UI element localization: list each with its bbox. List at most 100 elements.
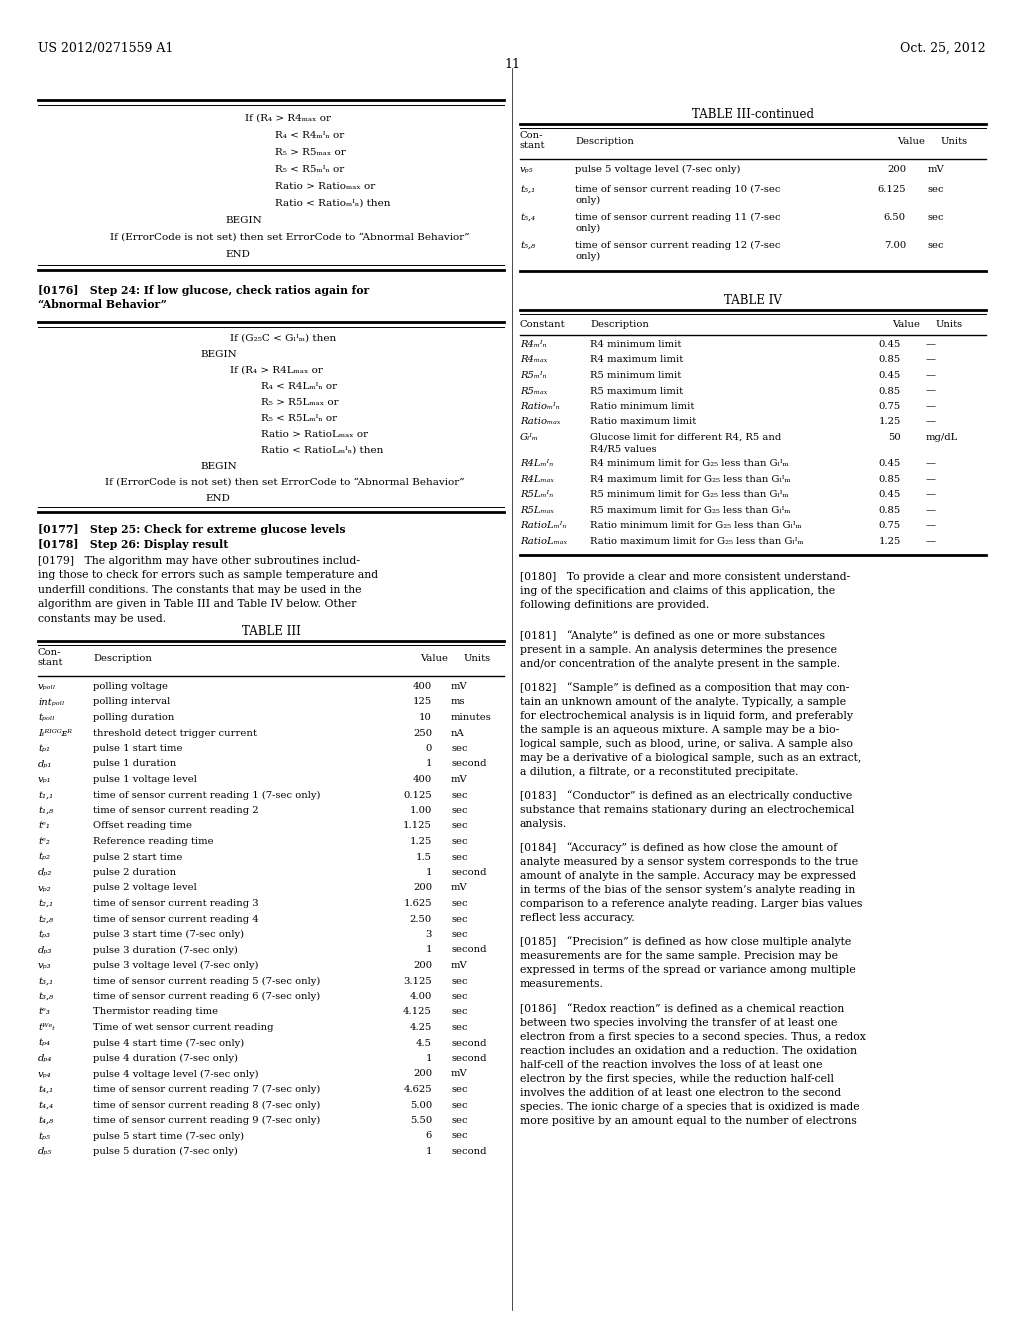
Text: tᵉ₁: tᵉ₁ [38, 821, 50, 830]
Text: R₅ < R5Lₘᴵₙ or: R₅ < R5Lₘᴵₙ or [248, 414, 337, 422]
Text: Ratio minimum limit for G₂₅ less than Gₗᴵₘ: Ratio minimum limit for G₂₅ less than Gₗ… [590, 521, 802, 531]
Text: t₄,₄: t₄,₄ [38, 1101, 53, 1110]
Text: —: — [926, 387, 936, 396]
Text: polling duration: polling duration [93, 713, 174, 722]
Text: Oct. 25, 2012: Oct. 25, 2012 [900, 42, 986, 55]
Text: 2.50: 2.50 [410, 915, 432, 924]
Text: time of sensor current reading 8 (7-sec only): time of sensor current reading 8 (7-sec … [93, 1101, 321, 1110]
Text: BEGIN: BEGIN [200, 462, 237, 471]
Text: 0.85: 0.85 [879, 355, 901, 364]
Text: [0178]   Step 26: Display result: [0178] Step 26: Display result [38, 539, 228, 550]
Text: Value: Value [892, 319, 920, 329]
Text: second: second [451, 1053, 486, 1063]
Text: 0.45: 0.45 [879, 490, 901, 499]
Text: END: END [225, 249, 250, 259]
Text: polling voltage: polling voltage [93, 682, 168, 690]
Text: pulse 1 duration: pulse 1 duration [93, 759, 176, 768]
Text: If (R₄ > R4Lₘₐₓ or: If (R₄ > R4Lₘₐₓ or [230, 366, 323, 375]
Text: Description: Description [93, 653, 152, 663]
Text: —: — [926, 355, 936, 364]
Text: tᵂᵉₜ: tᵂᵉₜ [38, 1023, 55, 1032]
Text: tₚ₂: tₚ₂ [38, 853, 50, 862]
Text: TABLE IV: TABLE IV [724, 294, 782, 308]
Text: t₁,₈: t₁,₈ [38, 807, 53, 814]
Text: second: second [451, 1039, 486, 1048]
Text: mV: mV [451, 961, 468, 970]
Text: 6.50: 6.50 [884, 213, 906, 222]
Text: pulse 3 start time (7-sec only): pulse 3 start time (7-sec only) [93, 931, 244, 939]
Text: intₚₒₗₗ: intₚₒₗₗ [38, 697, 65, 706]
Text: 7.00: 7.00 [884, 242, 906, 249]
Text: 250: 250 [413, 729, 432, 738]
Text: threshold detect trigger current: threshold detect trigger current [93, 729, 257, 738]
Text: Ratioₘᴵₙ: Ratioₘᴵₙ [520, 403, 560, 411]
Text: dₚ₂: dₚ₂ [38, 869, 52, 876]
Text: Value: Value [420, 653, 449, 663]
Text: [0179]   The algorithm may have other subroutines includ-
ing those to check for: [0179] The algorithm may have other subr… [38, 556, 378, 623]
Text: Constant: Constant [520, 319, 565, 329]
Text: mV: mV [928, 165, 945, 174]
Text: R₄ < R4ₘᴵₙ or: R₄ < R4ₘᴵₙ or [262, 131, 344, 140]
Text: sec: sec [451, 1115, 468, 1125]
Text: sec: sec [451, 993, 468, 1001]
Text: vₚₒₗₗ: vₚₒₗₗ [38, 682, 56, 690]
Text: 0.75: 0.75 [879, 521, 901, 531]
Text: sec: sec [451, 821, 468, 830]
Text: t₄,₁: t₄,₁ [38, 1085, 53, 1094]
Text: [0176]   Step 24: If low glucose, check ratios again for: [0176] Step 24: If low glucose, check ra… [38, 285, 370, 296]
Text: sec: sec [451, 931, 468, 939]
Text: 3.125: 3.125 [403, 977, 432, 986]
Text: second: second [451, 945, 486, 954]
Text: minutes: minutes [451, 713, 492, 722]
Text: If (R₄ > R4ₘₐₓ or: If (R₄ > R4ₘₐₓ or [245, 114, 331, 123]
Text: sec: sec [451, 853, 468, 862]
Text: dₚ₃: dₚ₃ [38, 945, 52, 954]
Text: R₅ > R5Lₘₐₓ or: R₅ > R5Lₘₐₓ or [248, 399, 339, 407]
Text: time of sensor current reading 3: time of sensor current reading 3 [93, 899, 259, 908]
Text: —: — [926, 341, 936, 348]
Text: [0186]   “Redox reaction” is defined as a chemical reaction
between two species : [0186] “Redox reaction” is defined as a … [520, 1003, 866, 1126]
Text: 200: 200 [413, 1069, 432, 1078]
Text: [0182]   “Sample” is defined as a composition that may con-
tain an unknown amou: [0182] “Sample” is defined as a composit… [520, 682, 861, 777]
Text: mV: mV [451, 682, 468, 690]
Text: pulse 4 voltage level (7-sec only): pulse 4 voltage level (7-sec only) [93, 1069, 259, 1078]
Text: R4 maximum limit: R4 maximum limit [590, 355, 683, 364]
Text: 400: 400 [413, 682, 432, 690]
Text: BEGIN: BEGIN [225, 216, 262, 224]
Text: If (ErrorCode is not set) then set ErrorCode to “Abnormal Behavior”: If (ErrorCode is not set) then set Error… [110, 234, 470, 242]
Text: [0177]   Step 25: Check for extreme glucose levels: [0177] Step 25: Check for extreme glucos… [38, 524, 346, 535]
Text: 1.5: 1.5 [416, 853, 432, 862]
Text: R5 minimum limit for G₂₅ less than Gₗᴵₘ: R5 minimum limit for G₂₅ less than Gₗᴵₘ [590, 490, 788, 499]
Text: Value: Value [897, 137, 925, 147]
Text: 0.125: 0.125 [403, 791, 432, 800]
Text: 1: 1 [426, 1147, 432, 1156]
Text: 1.25: 1.25 [879, 417, 901, 426]
Text: pulse 2 start time: pulse 2 start time [93, 853, 182, 862]
Text: second: second [451, 759, 486, 768]
Text: R4Lₘₐₓ: R4Lₘₐₓ [520, 475, 554, 484]
Text: R4ₘₐₓ: R4ₘₐₓ [520, 355, 547, 364]
Text: 200: 200 [413, 883, 432, 892]
Text: RatioLₘₐₓ: RatioLₘₐₓ [520, 537, 567, 546]
Text: Glucose limit for different R4, R5 and
R4/R5 values: Glucose limit for different R4, R5 and R… [590, 433, 781, 453]
Text: 1.125: 1.125 [403, 821, 432, 830]
Text: R4 maximum limit for G₂₅ less than Gₗᴵₘ: R4 maximum limit for G₂₅ less than Gₗᴵₘ [590, 475, 791, 484]
Text: 10: 10 [419, 713, 432, 722]
Text: time of sensor current reading 1 (7-sec only): time of sensor current reading 1 (7-sec … [93, 791, 321, 800]
Text: 0.85: 0.85 [879, 506, 901, 515]
Text: —: — [926, 537, 936, 546]
Text: R4ₘᴵₙ: R4ₘᴵₙ [520, 341, 547, 348]
Text: 1.00: 1.00 [410, 807, 432, 814]
Text: mg/dL: mg/dL [926, 433, 958, 442]
Text: —: — [926, 371, 936, 380]
Text: 4.625: 4.625 [403, 1085, 432, 1094]
Text: R₅ < R5ₘᴵₙ or: R₅ < R5ₘᴵₙ or [262, 165, 344, 174]
Text: sec: sec [451, 977, 468, 986]
Text: Ratio maximum limit for G₂₅ less than Gₗᴵₘ: Ratio maximum limit for G₂₅ less than Gₗ… [590, 537, 804, 546]
Text: —: — [926, 490, 936, 499]
Text: —: — [926, 475, 936, 484]
Text: —: — [926, 521, 936, 531]
Text: t₃,₁: t₃,₁ [38, 977, 53, 986]
Text: 1: 1 [426, 1053, 432, 1063]
Text: t₂,₈: t₂,₈ [38, 915, 53, 924]
